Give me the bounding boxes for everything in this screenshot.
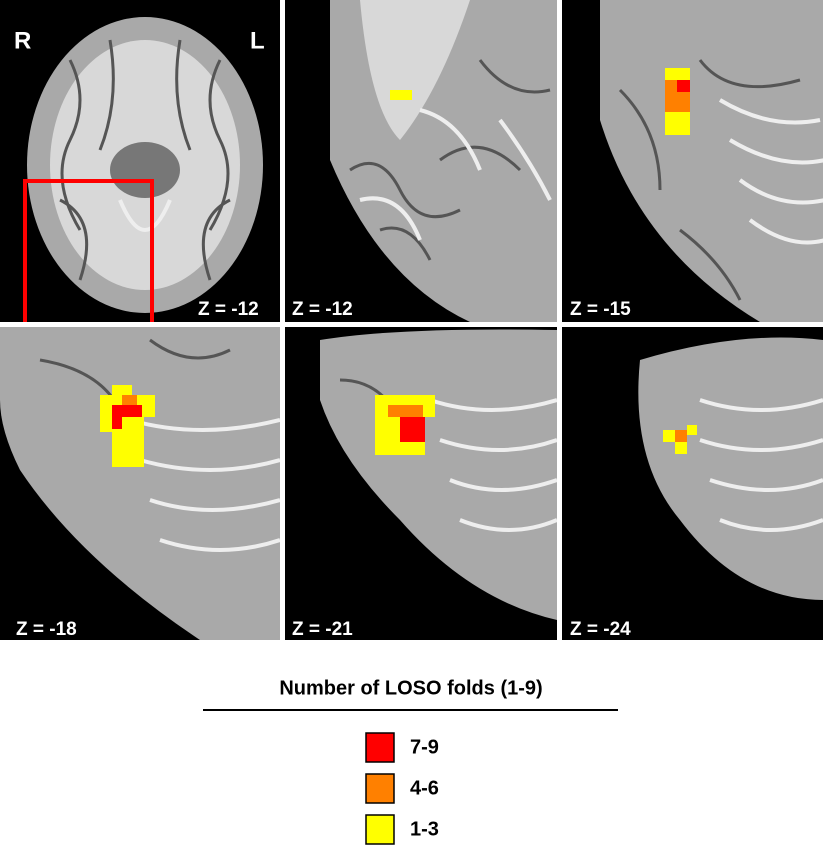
slice-label: Z = -12 — [292, 299, 353, 320]
legend-swatch — [366, 815, 394, 844]
panel — [562, 327, 823, 640]
voxel — [665, 112, 690, 135]
voxel — [112, 385, 132, 395]
voxel — [675, 442, 687, 454]
legend-label: 4-6 — [410, 777, 439, 799]
legend-swatch — [366, 774, 394, 803]
voxel — [400, 417, 425, 442]
slice-label: Z = -21 — [292, 619, 353, 640]
voxel — [112, 417, 122, 429]
voxel — [100, 417, 112, 432]
panel — [0, 327, 280, 640]
slice-label: Z = -12 — [198, 299, 259, 320]
orientation-right: R — [14, 27, 31, 54]
voxel — [388, 405, 423, 417]
voxel — [663, 430, 675, 442]
orientation-left: L — [250, 27, 265, 54]
voxel — [665, 92, 690, 112]
voxel — [665, 68, 690, 80]
legend-label: 1-3 — [410, 818, 439, 840]
slice-label: Z = -18 — [16, 619, 77, 640]
slice-label: Z = -24 — [570, 619, 631, 640]
panel — [285, 327, 557, 640]
legend-swatch — [366, 733, 394, 762]
figure: R L Z = -12 Z = -12 Z = -15 Z = -18 Z = … — [0, 0, 823, 849]
voxel — [665, 80, 677, 92]
voxel — [390, 90, 412, 100]
legend: 7-9 4-6 1-3 — [366, 733, 439, 844]
panel — [562, 0, 823, 322]
legend-title: Number of LOSO folds (1-9) — [279, 677, 542, 699]
panel — [285, 0, 557, 322]
slice-label: Z = -15 — [570, 299, 631, 320]
voxel — [675, 430, 687, 442]
panel — [0, 0, 280, 324]
voxel — [687, 425, 697, 435]
voxel — [112, 405, 142, 417]
voxel — [677, 80, 690, 92]
voxel — [122, 395, 137, 405]
legend-label: 7-9 — [410, 736, 439, 758]
